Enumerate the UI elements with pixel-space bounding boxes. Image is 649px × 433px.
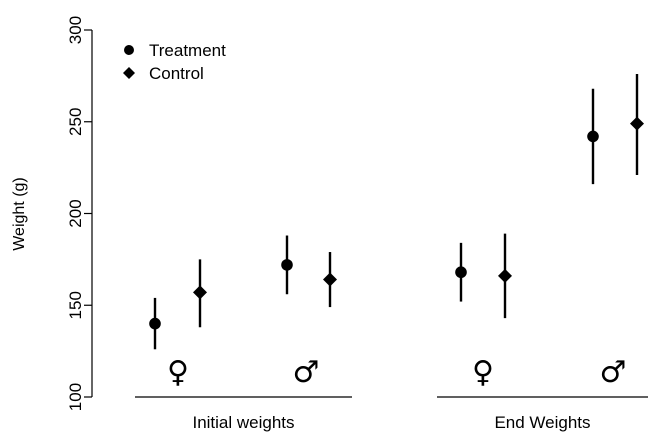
y-tick-label: 200 <box>66 199 85 227</box>
control-point <box>630 116 644 131</box>
y-tick-label: 100 <box>66 383 85 411</box>
treatment-point <box>455 266 467 279</box>
control-point <box>323 272 337 287</box>
y-axis-label: Weight (g) <box>11 177 28 251</box>
treatment-point <box>587 130 599 143</box>
x-axis-groups: Initial weights ♀ ♂ End Weights ♀ ♂ <box>135 355 648 432</box>
sex-symbol-label: ♂ <box>600 355 627 390</box>
sex-symbol-label: ♀ <box>167 355 189 390</box>
y-tick-label: 150 <box>66 291 85 319</box>
data-marks <box>149 74 644 350</box>
sex-symbol-label: ♂ <box>293 355 320 390</box>
legend-control-marker <box>123 67 135 79</box>
x-group-label: End Weights <box>494 413 590 432</box>
y-tick-label: 250 <box>66 108 85 136</box>
legend-entry-label: Control <box>149 64 204 83</box>
x-group-label: Initial weights <box>192 413 294 432</box>
y-tick-label: 300 <box>66 16 85 44</box>
legend-treatment-marker <box>124 45 134 55</box>
treatment-point <box>281 259 293 271</box>
legend-entry-label: Treatment <box>149 41 226 60</box>
control-point <box>193 285 207 300</box>
y-axis: 100 150 200 250 300 <box>66 16 93 411</box>
control-point <box>498 268 512 283</box>
legend: Treatment Control <box>123 41 226 83</box>
treatment-point <box>149 317 161 330</box>
sex-symbol-label: ♀ <box>472 355 494 390</box>
